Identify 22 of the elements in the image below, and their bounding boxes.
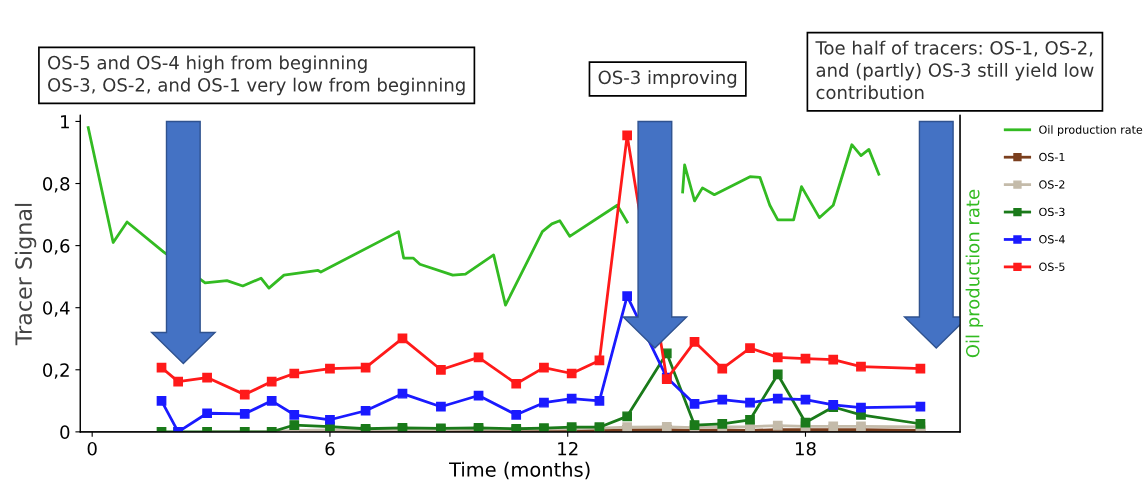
y-tick-label: 0,6	[43, 239, 70, 255]
x-axis-title: Time (months)	[449, 461, 590, 480]
y-tick-label: 0,4	[43, 301, 70, 317]
legend-label: OS-4	[1039, 235, 1065, 244]
y2-axis-title: Oil production rate	[965, 189, 984, 358]
y-tick-label: 0	[60, 425, 70, 439]
legend-label: OS-5	[1039, 262, 1065, 271]
x-tick-label: 6	[325, 441, 335, 456]
y-axis-title: Tracer Signal	[14, 203, 37, 346]
text: OS-3 improving	[598, 70, 737, 88]
legend-label: OS-2	[1039, 180, 1065, 189]
text: Toe half of tracers: OS-1, OS-2, and (partly) OS-3 still yield low contribution	[815, 40, 1094, 100]
y-tick-label: 0,8	[43, 176, 70, 193]
legend-label: Oil production rate	[1039, 125, 1143, 136]
y-tick-label: 1	[61, 115, 69, 129]
legend-label: OS-3	[1039, 207, 1065, 217]
x-tick-label: 18	[795, 441, 816, 456]
y-tick-label: 0,2	[43, 363, 69, 379]
legend-label: OS-1	[1039, 152, 1065, 162]
x-tick-label: 0	[87, 441, 97, 456]
text: OS-5 and OS-4 high from beginning OS-3, OS-2, and OS-1 very low from beginning	[48, 55, 465, 96]
x-tick-label: 12	[558, 441, 578, 456]
